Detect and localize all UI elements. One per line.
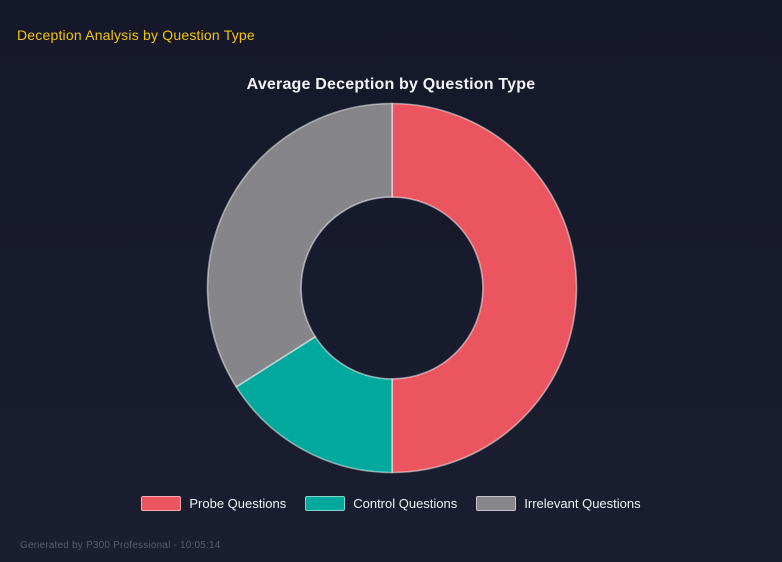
legend-item[interactable]: Control Questions bbox=[305, 496, 457, 511]
donut-chart-svg bbox=[206, 102, 578, 474]
legend-label: Probe Questions bbox=[189, 496, 287, 511]
legend-swatch bbox=[305, 496, 346, 511]
chart-legend: Probe Questions Control Questions Irreleva… bbox=[0, 496, 782, 511]
footer-text: Generated by P300 Professional - 10:05:1… bbox=[20, 540, 221, 551]
legend-item[interactable]: Irrelevant Questions bbox=[476, 496, 641, 511]
donut-chart bbox=[206, 102, 578, 474]
legend-swatch bbox=[476, 496, 517, 511]
legend-label: Control Questions bbox=[353, 496, 458, 511]
donut-segment-1[interactable] bbox=[391, 102, 578, 474]
donut-segment-3[interactable] bbox=[206, 102, 393, 388]
legend-label: Irrelevant Questions bbox=[524, 496, 641, 511]
page-title: Deception Analysis by Question Type bbox=[17, 27, 255, 43]
chart-title: Average Deception by Question Type bbox=[246, 76, 536, 93]
legend-swatch bbox=[141, 496, 182, 511]
donut-segment-2[interactable] bbox=[235, 335, 393, 474]
legend-item[interactable]: Probe Questions bbox=[141, 496, 286, 511]
